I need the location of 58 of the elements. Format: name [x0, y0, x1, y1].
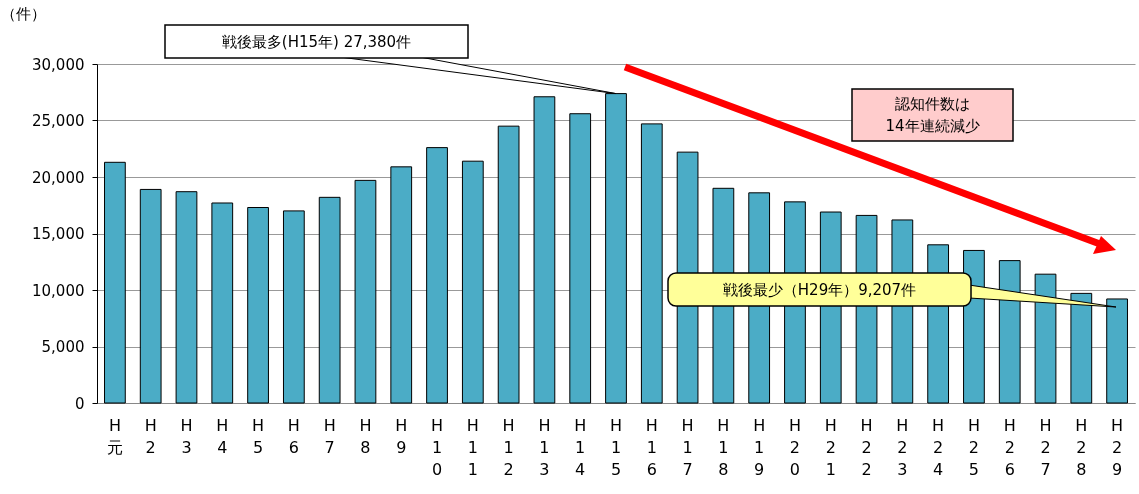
x-tick-label: H4 — [216, 415, 229, 457]
annotation: 戦後最多(H15年) 27,380件 — [165, 25, 468, 58]
bar — [1106, 298, 1128, 404]
bar — [461, 160, 484, 404]
bar — [282, 210, 305, 404]
bar — [533, 96, 556, 404]
bar — [175, 191, 198, 404]
x-tick-label: H23 — [896, 415, 909, 479]
bar — [998, 260, 1021, 404]
bar — [390, 166, 413, 404]
x-tick-label: H15 — [609, 415, 623, 479]
y-tick-label: 5,000 — [41, 338, 85, 356]
x-tick-label: H21 — [824, 415, 837, 479]
bar — [1070, 292, 1093, 404]
bar — [139, 188, 162, 404]
x-tick-label: H28 — [1075, 415, 1088, 479]
bar — [318, 196, 341, 404]
x-tick-label: H11 — [466, 415, 479, 479]
x-tick-label: H18 — [717, 415, 730, 479]
x-tick-label: H3 — [180, 415, 193, 457]
x-tick-label: H9 — [395, 415, 408, 457]
bar — [569, 113, 592, 404]
x-tick-label: H6 — [287, 415, 300, 457]
bar — [640, 123, 663, 404]
y-tick-label: 15,000 — [32, 225, 85, 243]
x-tick-label: H16 — [645, 415, 658, 479]
bar — [104, 161, 126, 404]
x-tick-label: H22 — [860, 415, 873, 479]
x-tick-label: H24 — [932, 415, 945, 479]
x-tick-label: H26 — [1003, 415, 1016, 479]
y-tick-label: 30,000 — [32, 55, 85, 74]
x-tick-label: H27 — [1039, 415, 1052, 479]
x-tick-label: H25 — [967, 415, 980, 479]
x-tick-label: H13 — [538, 415, 551, 479]
x-tick-label: H8 — [359, 415, 372, 457]
x-tick-label: H17 — [681, 415, 694, 479]
x-tick-label: H29 — [1111, 415, 1124, 479]
x-tick-label: H元 — [106, 415, 123, 457]
bar — [1034, 273, 1057, 404]
x-tick-label: H5 — [252, 415, 265, 457]
x-tick-label: H20 — [788, 415, 801, 479]
y-tick-label: 25,000 — [32, 112, 85, 130]
x-tick-label: H19 — [753, 415, 766, 479]
y-axis-title: （件） — [0, 4, 46, 23]
x-tick-label: H7 — [323, 415, 336, 457]
y-tick-label: 10,000 — [32, 281, 85, 300]
y-tick-label: 20,000 — [32, 168, 85, 187]
bar — [211, 202, 234, 404]
bar — [497, 125, 520, 404]
x-tick-label: H14 — [574, 415, 587, 479]
y-tick-label: 0 — [74, 394, 85, 413]
x-tick-label: H12 — [502, 415, 515, 479]
bar — [247, 207, 269, 404]
bar — [354, 179, 377, 404]
x-tick-label: H10 — [431, 415, 444, 479]
bar — [426, 147, 448, 404]
annotation: 戦後最少（H29年）9,207件 — [668, 273, 971, 306]
x-tick-label: H2 — [144, 415, 157, 457]
